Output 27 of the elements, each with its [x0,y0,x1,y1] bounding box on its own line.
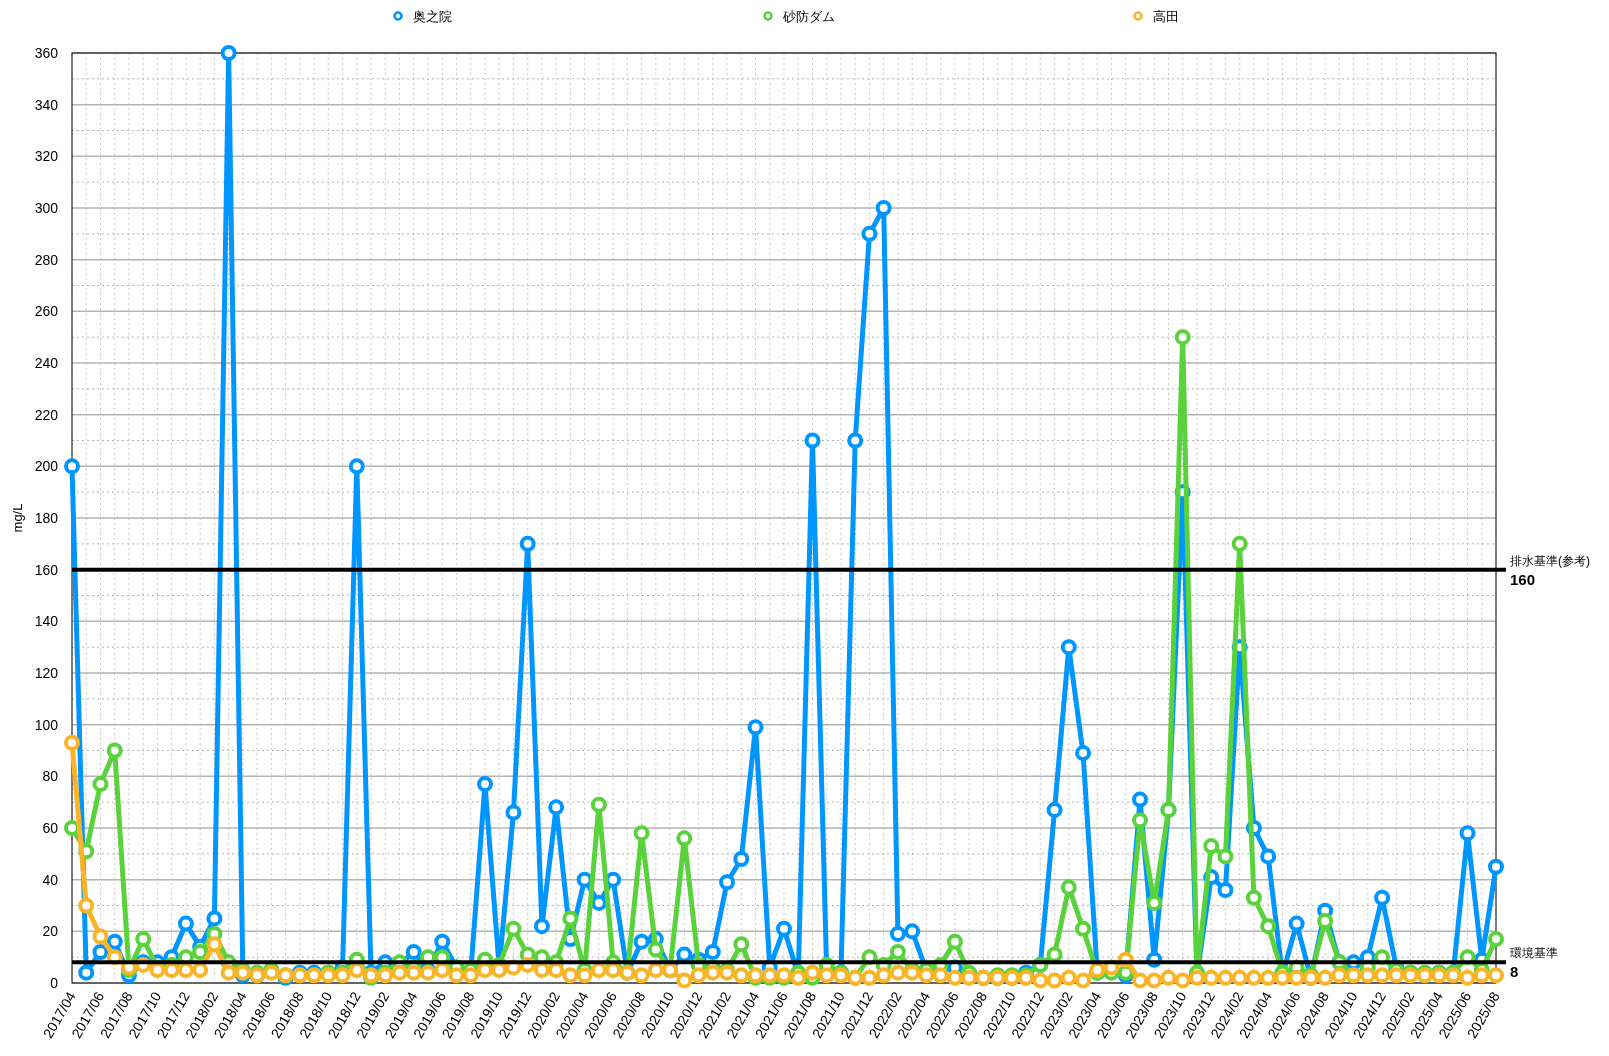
y-axis-title: mg/L [10,503,25,533]
y-tick-label: 120 [34,664,59,681]
legend-label: 奥之院 [413,8,452,24]
y-tick-label: 40 [42,871,59,888]
y-tick-label: 260 [34,303,59,320]
y-tick-label: 320 [34,148,59,165]
y-tick-label: 20 [42,923,59,940]
ref-line-label: 排水基準(参考) [1510,553,1590,568]
y-tick-label: 280 [34,251,59,268]
y-tick-label: 360 [34,44,59,61]
y-tick-label: 0 [50,974,59,991]
ref-line-label: 環境基準 [1510,946,1558,961]
y-tick-label: 240 [34,354,59,371]
y-tick-label: 200 [34,458,59,475]
y-tick-label: 60 [42,819,59,836]
y-tick-label: 160 [34,561,59,578]
legend-label: 高田 [1153,8,1179,24]
y-tick-label: 140 [34,613,59,630]
y-tick-label: 300 [34,199,59,216]
y-tick-label: 80 [42,768,59,785]
text: 8 [1510,963,1519,981]
y-tick-label: 100 [34,716,59,733]
y-tick-label: 180 [34,509,59,526]
text: 160 [1510,570,1536,588]
y-tick-label: 220 [34,406,59,423]
legend-label: 砂防ダム [782,8,835,24]
y-tick-label: 340 [34,96,59,113]
